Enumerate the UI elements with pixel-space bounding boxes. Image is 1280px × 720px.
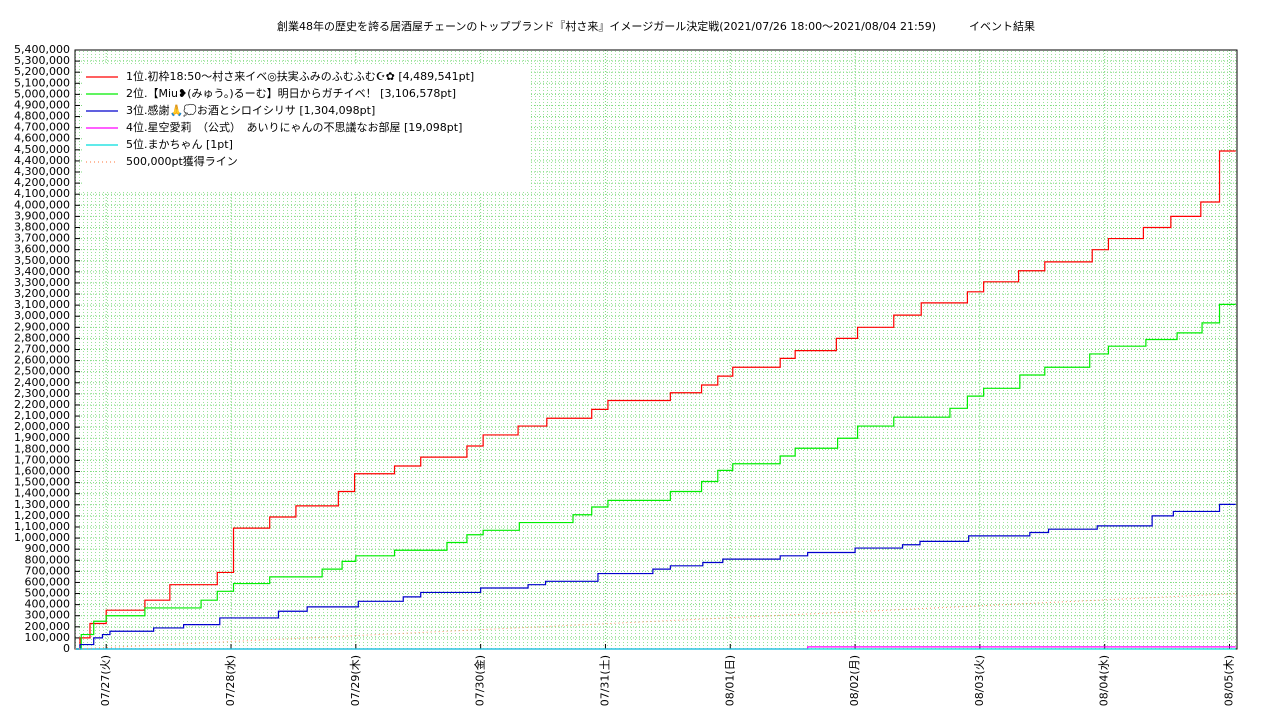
y-tick-label: 900,000 xyxy=(25,542,71,555)
y-tick-label: 5,100,000 xyxy=(14,76,70,89)
series-line xyxy=(75,150,1236,650)
y-tick-label: 100,000 xyxy=(25,631,71,644)
y-tick-label: 3,300,000 xyxy=(14,276,70,289)
y-tick-label: 500,000 xyxy=(25,587,71,600)
series-line xyxy=(75,303,1236,650)
y-tick-label: 5,200,000 xyxy=(14,65,70,78)
y-tick-label: 4,500,000 xyxy=(14,143,70,156)
y-tick-label: 3,600,000 xyxy=(14,243,70,256)
y-tick-label: 3,800,000 xyxy=(14,220,70,233)
legend-label: 500,000pt獲得ライン xyxy=(126,155,238,168)
series-line xyxy=(75,503,1236,650)
y-tick-label: 1,200,000 xyxy=(14,509,70,522)
y-tick-label: 1,800,000 xyxy=(14,442,70,455)
y-tick-label: 4,300,000 xyxy=(14,165,70,178)
y-tick-label: 300,000 xyxy=(25,609,71,622)
y-tick-label: 5,300,000 xyxy=(14,54,70,67)
y-tick-label: 4,700,000 xyxy=(14,121,70,134)
y-tick-label: 2,000,000 xyxy=(14,420,70,433)
y-tick-label: 3,400,000 xyxy=(14,265,70,278)
legend-label: 2位.【Miu❥(みゅう。)るーむ】明日からガチイベ！ [3,106,578pt… xyxy=(126,86,456,100)
x-tick-label: 08/02(月) xyxy=(848,655,861,706)
y-tick-label: 4,800,000 xyxy=(14,110,70,123)
x-tick-label: 07/27(火) xyxy=(99,655,112,706)
y-tick-label: 4,400,000 xyxy=(14,154,70,167)
y-tick-label: 3,100,000 xyxy=(14,298,70,311)
y-tick-label: 2,900,000 xyxy=(14,320,70,333)
chart-title: 創業48年の歴史を誇る居酒屋チェーンのトップブランド『村さ来』イメージガール決定… xyxy=(277,19,1035,33)
y-tick-label: 700,000 xyxy=(25,564,71,577)
y-tick-label: 2,800,000 xyxy=(14,331,70,344)
y-tick-label: 1,500,000 xyxy=(14,476,70,489)
x-tick-label: 08/04(水) xyxy=(1098,655,1111,706)
y-tick-label: 1,600,000 xyxy=(14,465,70,478)
legend-box xyxy=(82,64,530,192)
y-tick-label: 2,500,000 xyxy=(14,365,70,378)
legend-label: 4位.星空愛莉 （公式） あいりにゃんの不思議なお部屋 [19,098pt] xyxy=(126,120,462,134)
y-tick-label: 3,200,000 xyxy=(14,287,70,300)
y-tick-label: 1,400,000 xyxy=(14,487,70,500)
legend-label: 3位.感謝🙏💭お酒とシロイシリサ [1,304,098pt] xyxy=(126,103,375,117)
y-tick-label: 4,600,000 xyxy=(14,132,70,145)
y-tick-label: 5,400,000 xyxy=(14,43,70,56)
y-tick-label: 800,000 xyxy=(25,553,71,566)
y-tick-label: 2,400,000 xyxy=(14,376,70,389)
y-tick-label: 0 xyxy=(63,642,70,655)
y-tick-label: 1,300,000 xyxy=(14,498,70,511)
y-tick-label: 3,000,000 xyxy=(14,309,70,322)
y-tick-label: 5,000,000 xyxy=(14,87,70,100)
legend-label: 1位.初枠18:50～村さ来イベ◎扶実ふみのふむふむ☪✿ [4,489,541p… xyxy=(126,69,474,83)
y-tick-label: 1,000,000 xyxy=(14,531,70,544)
y-tick-label: 1,700,000 xyxy=(14,453,70,466)
y-tick-label: 2,600,000 xyxy=(14,354,70,367)
y-tick-label: 400,000 xyxy=(25,598,71,611)
x-tick-label: 08/01(日) xyxy=(723,655,736,706)
x-tick-label: 07/28(水) xyxy=(224,655,237,706)
y-tick-label: 600,000 xyxy=(25,575,71,588)
y-tick-label: 200,000 xyxy=(25,620,71,633)
x-tick-label: 07/30(金) xyxy=(473,655,487,706)
y-tick-label: 2,200,000 xyxy=(14,398,70,411)
y-tick-label: 4,900,000 xyxy=(14,98,70,111)
y-tick-label: 3,500,000 xyxy=(14,254,70,267)
y-tick-label: 2,300,000 xyxy=(14,387,70,400)
y-tick-label: 4,100,000 xyxy=(14,187,70,200)
y-tick-label: 3,700,000 xyxy=(14,232,70,245)
y-tick-label: 2,100,000 xyxy=(14,409,70,422)
x-tick-label: 07/29(木) xyxy=(349,655,362,706)
y-tick-label: 1,100,000 xyxy=(14,520,70,533)
x-tick-label: 08/03(火) xyxy=(973,655,986,706)
y-tick-label: 4,000,000 xyxy=(14,198,70,211)
y-tick-label: 4,200,000 xyxy=(14,176,70,189)
x-tick-label: 07/31(土) xyxy=(598,655,611,706)
y-tick-label: 3,900,000 xyxy=(14,209,70,222)
y-tick-label: 2,700,000 xyxy=(14,343,70,356)
y-tick-label: 1,900,000 xyxy=(14,431,70,444)
x-tick-label: 08/05(木) xyxy=(1223,655,1236,706)
legend-label: 5位.まかちゃん [1pt] xyxy=(126,137,233,151)
